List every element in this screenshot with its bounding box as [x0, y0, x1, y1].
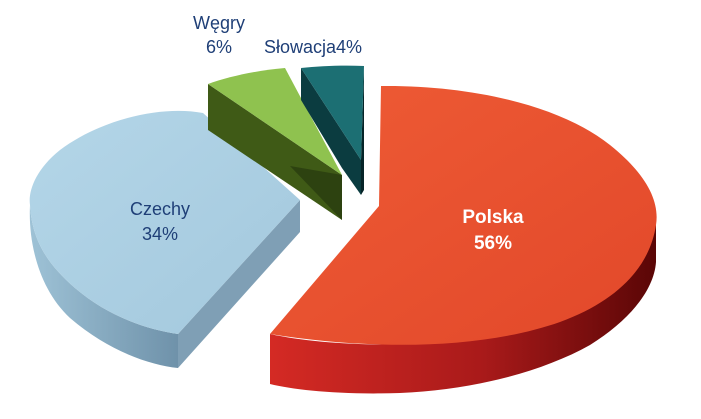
slice-polska-top	[270, 85, 657, 345]
slice-czechy-top	[29, 110, 300, 334]
slice-wegry	[208, 68, 342, 220]
slice-slowacja-top	[301, 65, 364, 160]
label-czechy-value: 34%	[142, 224, 178, 244]
slice-czechy	[29, 110, 300, 368]
label-polska-value: 56%	[474, 233, 512, 254]
slice-slowacja-side-right	[361, 66, 364, 195]
slice-polska	[270, 85, 657, 394]
slice-slowacja	[301, 65, 364, 195]
label-czechy-name: Czechy	[130, 199, 190, 219]
label-slowacja: Słowacja4%	[264, 37, 362, 57]
slice-wegry-side-left	[208, 84, 342, 220]
slice-polska-side	[270, 210, 656, 394]
label-wegry-name: Węgry	[193, 13, 245, 33]
slice-czechy-side-cut	[178, 200, 300, 368]
slice-wegry-top	[208, 68, 342, 175]
label-polska-name: Polska	[462, 207, 524, 228]
label-slowacja-value: 4%	[336, 37, 362, 57]
label-slowacja-name: Słowacja	[264, 37, 337, 57]
slice-czechy-side	[29, 205, 178, 368]
slice-slowacja-side-left	[301, 68, 361, 195]
slice-wegry-side-front	[290, 166, 342, 220]
label-wegry-value: 6%	[206, 37, 232, 57]
slice-labels: Polska 56% Czechy 34% Węgry 6% Słowacja4…	[130, 13, 524, 254]
